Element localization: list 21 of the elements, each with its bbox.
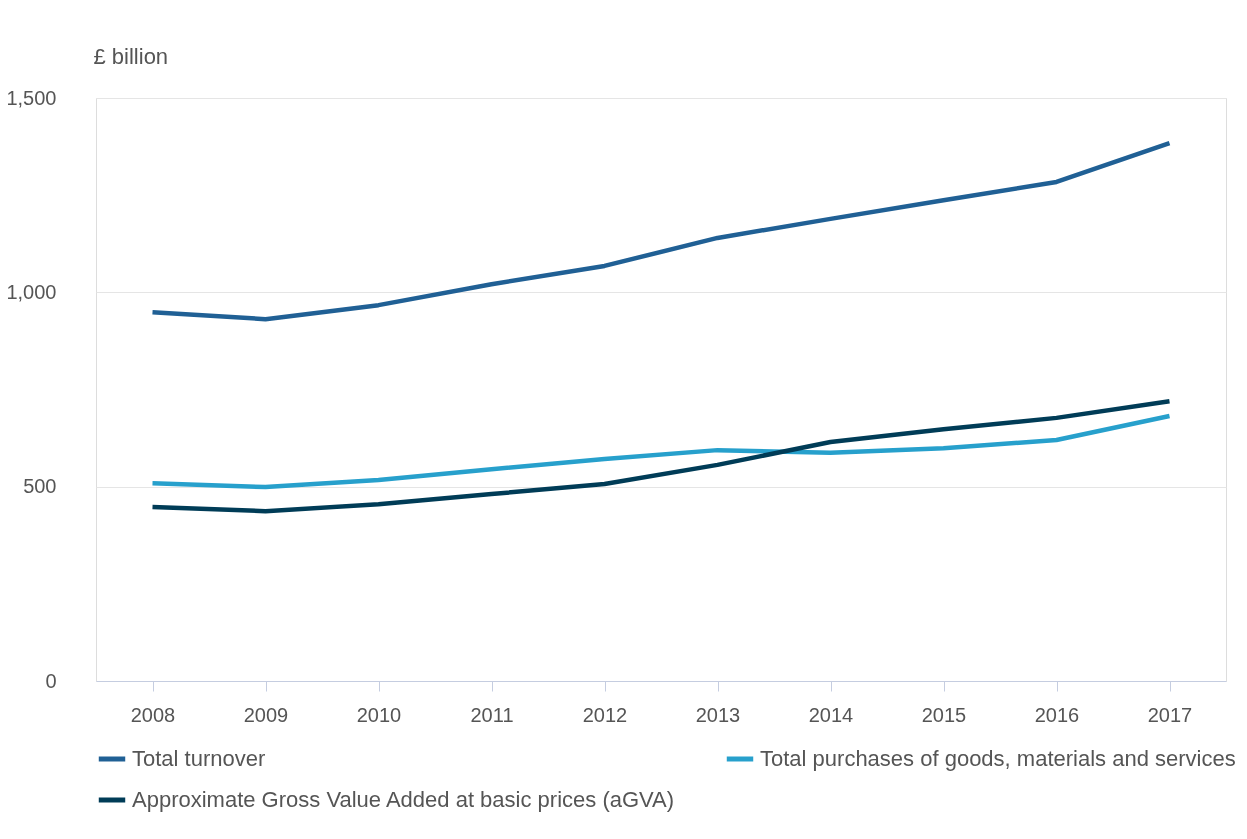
- legend-label: Total purchases of goods, materials and services: [760, 746, 1236, 771]
- x-tick-label: 2014: [808, 703, 854, 726]
- x-tick-label: 2008: [130, 703, 176, 726]
- legend-label: Approximate Gross Value Added at basic prices (aGVA): [132, 787, 675, 812]
- y-tick-label: 1,500: [6, 86, 57, 109]
- y-tick-label: 0: [45, 669, 57, 692]
- x-tick-label: 2013: [695, 703, 741, 726]
- x-tick-label: 2012: [582, 703, 628, 726]
- line-series: [150, 413, 1172, 490]
- x-tick-label: 2015: [921, 703, 967, 726]
- line-series: [150, 140, 1172, 322]
- x-tick-label: 2010: [356, 703, 402, 726]
- y-tick-label: 1,000: [6, 280, 57, 303]
- x-tick-label: 2011: [470, 703, 514, 726]
- x-tick-label: 2009: [243, 703, 289, 726]
- x-tick-label: 2017: [1147, 703, 1193, 726]
- y-tick-label: 500: [23, 475, 57, 498]
- line-series: [150, 398, 1172, 514]
- y-axis-title: £ billion: [93, 43, 169, 69]
- legend-label: Total turnover: [132, 746, 266, 771]
- x-tick-label: 2016: [1034, 703, 1080, 726]
